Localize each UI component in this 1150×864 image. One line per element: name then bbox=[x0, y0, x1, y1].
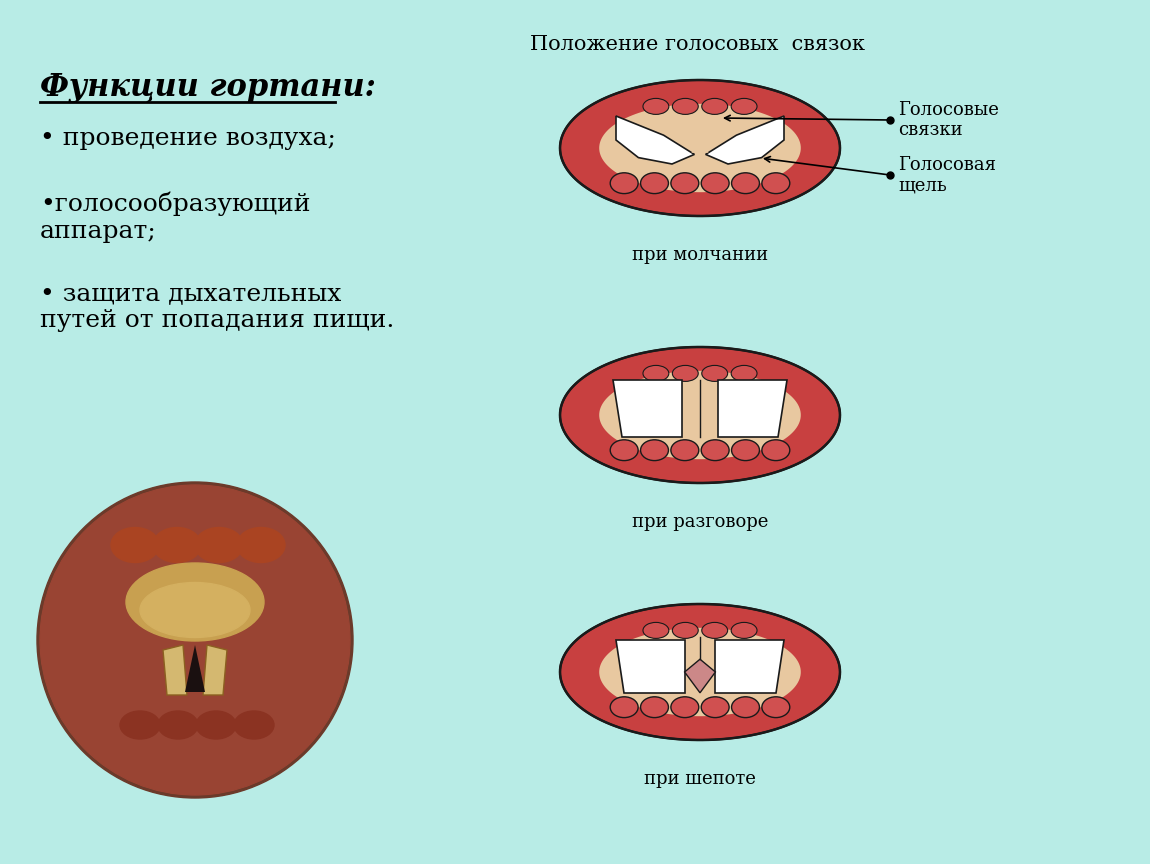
Ellipse shape bbox=[702, 98, 728, 114]
Polygon shape bbox=[560, 604, 840, 740]
Ellipse shape bbox=[611, 173, 638, 194]
Ellipse shape bbox=[643, 98, 669, 114]
Text: Функции гортани:: Функции гортани: bbox=[40, 72, 376, 103]
Text: при шепоте: при шепоте bbox=[644, 770, 756, 788]
Ellipse shape bbox=[126, 563, 264, 641]
Ellipse shape bbox=[641, 440, 668, 461]
Ellipse shape bbox=[670, 173, 699, 194]
Ellipse shape bbox=[673, 622, 698, 638]
Ellipse shape bbox=[641, 696, 668, 718]
Ellipse shape bbox=[673, 98, 698, 114]
Ellipse shape bbox=[641, 173, 668, 194]
Text: Голосовая
щель: Голосовая щель bbox=[898, 156, 996, 194]
Ellipse shape bbox=[611, 440, 638, 461]
Polygon shape bbox=[560, 347, 840, 483]
Ellipse shape bbox=[670, 696, 699, 718]
Ellipse shape bbox=[702, 365, 728, 381]
Ellipse shape bbox=[702, 696, 729, 718]
Ellipse shape bbox=[731, 440, 759, 461]
Ellipse shape bbox=[731, 622, 757, 638]
Ellipse shape bbox=[611, 696, 638, 718]
Text: • проведение воздуха;: • проведение воздуха; bbox=[40, 127, 336, 150]
Polygon shape bbox=[684, 659, 715, 693]
Ellipse shape bbox=[120, 711, 160, 739]
Ellipse shape bbox=[762, 173, 790, 194]
Polygon shape bbox=[715, 640, 784, 693]
Ellipse shape bbox=[233, 711, 274, 739]
Polygon shape bbox=[163, 645, 187, 695]
Ellipse shape bbox=[702, 173, 729, 194]
Ellipse shape bbox=[673, 365, 698, 381]
Text: Положение голосовых  связок: Положение голосовых связок bbox=[530, 35, 865, 54]
Ellipse shape bbox=[731, 696, 759, 718]
Polygon shape bbox=[719, 380, 787, 437]
Ellipse shape bbox=[643, 622, 669, 638]
Ellipse shape bbox=[237, 528, 285, 562]
Polygon shape bbox=[613, 380, 682, 437]
Polygon shape bbox=[204, 645, 227, 695]
Text: Голосовые
связки: Голосовые связки bbox=[898, 100, 999, 139]
Ellipse shape bbox=[112, 528, 159, 562]
Ellipse shape bbox=[702, 622, 728, 638]
Polygon shape bbox=[599, 628, 800, 716]
Ellipse shape bbox=[762, 696, 790, 718]
Ellipse shape bbox=[731, 365, 757, 381]
Text: •голосообразующий
аппарат;: •голосообразующий аппарат; bbox=[40, 192, 310, 243]
Circle shape bbox=[40, 485, 350, 795]
Ellipse shape bbox=[196, 711, 236, 739]
Circle shape bbox=[37, 482, 353, 798]
Ellipse shape bbox=[643, 365, 669, 381]
Ellipse shape bbox=[762, 440, 790, 461]
Polygon shape bbox=[599, 104, 800, 192]
Polygon shape bbox=[691, 113, 708, 153]
Text: • защита дыхательных
путей от попадания пищи.: • защита дыхательных путей от попадания … bbox=[40, 282, 394, 332]
Ellipse shape bbox=[731, 98, 757, 114]
Text: при разговоре: при разговоре bbox=[631, 513, 768, 531]
Ellipse shape bbox=[196, 528, 243, 562]
Ellipse shape bbox=[702, 440, 729, 461]
Ellipse shape bbox=[140, 582, 250, 638]
Ellipse shape bbox=[670, 440, 699, 461]
Polygon shape bbox=[616, 116, 695, 164]
Ellipse shape bbox=[158, 711, 198, 739]
Polygon shape bbox=[599, 371, 800, 459]
Ellipse shape bbox=[731, 173, 759, 194]
Ellipse shape bbox=[153, 528, 201, 562]
Polygon shape bbox=[560, 80, 840, 216]
Polygon shape bbox=[706, 116, 784, 164]
Polygon shape bbox=[185, 645, 205, 692]
Polygon shape bbox=[616, 640, 684, 693]
Text: при молчании: при молчании bbox=[632, 246, 768, 264]
